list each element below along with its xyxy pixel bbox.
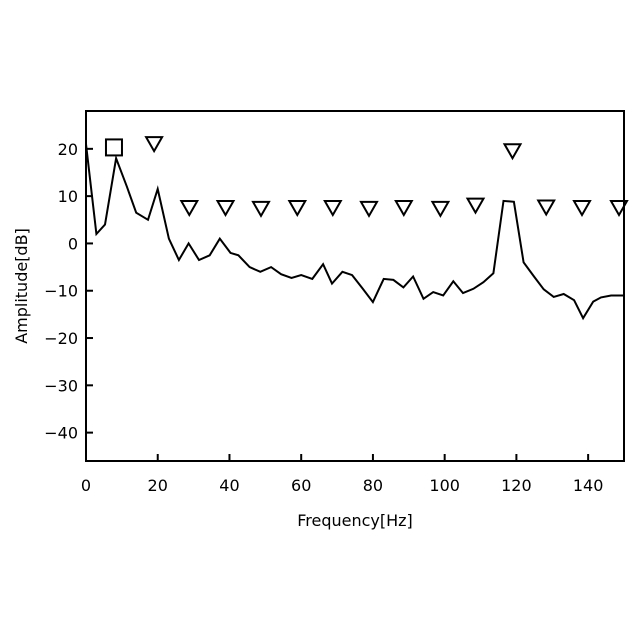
x-tick-label: 80 [363,476,383,495]
y-tick-label: 20 [58,140,78,159]
y-tick-label: −40 [44,424,78,443]
y-tick-label: 0 [68,234,78,253]
y-tick-label: −10 [44,282,78,301]
y-tick-label: −20 [44,329,78,348]
x-tick-label: 140 [573,476,604,495]
x-tick-label: 120 [501,476,532,495]
x-tick-label: 40 [219,476,239,495]
y-tick-label: −30 [44,376,78,395]
y-tick-label: 10 [58,187,78,206]
x-tick-label: 60 [291,476,311,495]
x-tick-label: 0 [81,476,91,495]
y-axis-title: Amplitude[dB] [12,228,31,344]
x-tick-label: 100 [429,476,460,495]
x-tick-label: 20 [148,476,168,495]
x-axis-title: Frequency[Hz] [297,511,413,530]
